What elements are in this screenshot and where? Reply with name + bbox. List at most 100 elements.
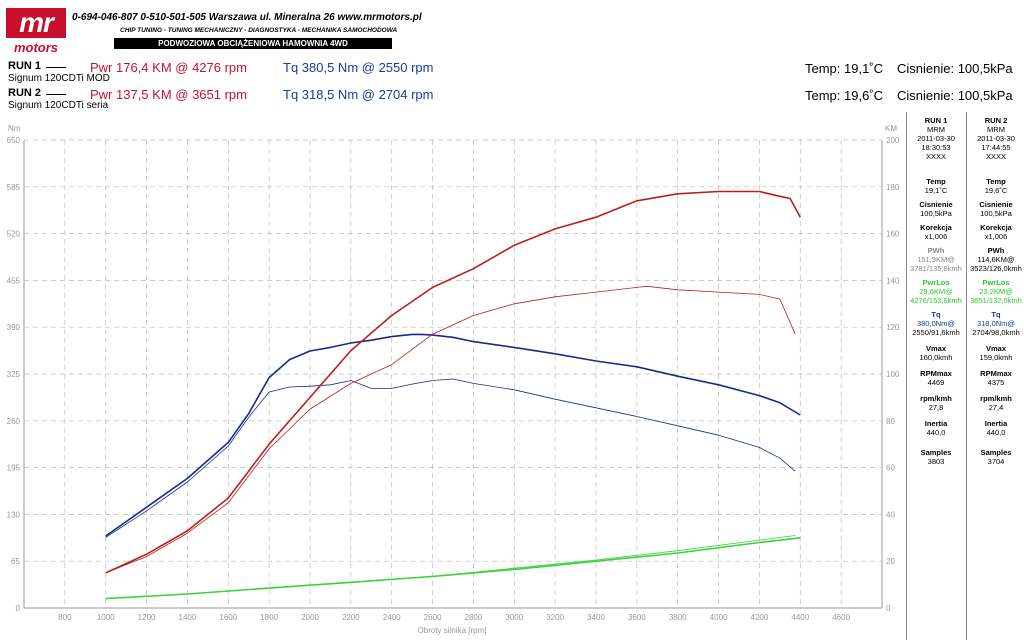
- x-tick-label: 3400: [587, 613, 605, 622]
- run1-torque: Tq 380,5 Nm @ 2550 rpm: [283, 60, 434, 75]
- y-right-tick-label: 40: [886, 510, 895, 519]
- panel-loss-label: PwrLos: [922, 278, 950, 287]
- run2-temp: Temp: 19,6˚C: [805, 88, 884, 103]
- x-tick-label: 2600: [424, 613, 442, 622]
- panel-code: XXXX: [985, 152, 1006, 161]
- panel-corr-label: Korekcja: [980, 223, 1012, 232]
- panel-vmax-label: Vmax: [925, 344, 946, 353]
- x-tick-label: 1200: [138, 613, 156, 622]
- logo-mark: mr: [6, 8, 66, 38]
- x-tick-label: 4400: [791, 613, 809, 622]
- y-left-tick-label: 325: [7, 370, 21, 379]
- x-tick-label: 1400: [179, 613, 197, 622]
- panel-corr: x1,006: [984, 232, 1008, 241]
- panel-run: RUN 1: [924, 116, 948, 125]
- y-left-tick-label: 520: [7, 230, 21, 239]
- x-tick-label: 3600: [628, 613, 646, 622]
- panel-pwh-label: PWh: [987, 246, 1005, 255]
- panel-inertia-label: Inertia: [984, 419, 1008, 428]
- panel-tq-at: 2550/91,6kmh: [912, 328, 960, 337]
- panel-run: RUN 2: [984, 116, 1008, 125]
- x-tick-label: 1600: [219, 613, 237, 622]
- run1-power: Pwr 176,4 KM @ 4276 rpm: [90, 60, 247, 75]
- y-left-tick-label: 390: [7, 323, 21, 332]
- panel-code: XXXX: [925, 152, 946, 161]
- panel-samples-label: Samples: [920, 448, 952, 457]
- series-run1-torque: [105, 333, 801, 537]
- panel-loss: 29,6KM@: [919, 287, 953, 296]
- panel-press-label: Cisnienie: [979, 200, 1013, 209]
- run2-pressure: Cisnienie: 100,5kPa: [897, 88, 1013, 103]
- x-tick-label: 3200: [546, 613, 564, 622]
- panel-rk: 27,8: [928, 403, 944, 412]
- x-tick-label: 3000: [505, 613, 523, 622]
- dyno-banner: PODWOZIOWA OBCIĄŻENIOWA HAMOWNIA 4WD: [114, 38, 392, 49]
- panel-corr-label: Korekcja: [920, 223, 952, 232]
- y-left-tick-label: 585: [7, 183, 21, 192]
- y-right-unit: KM: [885, 124, 897, 133]
- y-right-tick-label: 120: [886, 323, 900, 332]
- run1-temp: Temp: 19,1˚C: [805, 61, 884, 76]
- panel-pwh-at: 3523/126,0kmh: [970, 264, 1022, 273]
- panel-rk: 27,4: [988, 403, 1004, 412]
- series-run2-torque: [105, 378, 796, 538]
- panel-samples-label: Samples: [980, 448, 1012, 457]
- x-tick-label: 1000: [97, 613, 115, 622]
- panel-loss-at: 3651/132,0kmh: [970, 296, 1022, 305]
- panel-temp: 19,6˚C: [984, 186, 1008, 195]
- x-tick-label: 4600: [832, 613, 850, 622]
- panel-inertia: 440,0: [986, 428, 1006, 437]
- x-axis-label: Obroty silnika [rpm]: [418, 626, 487, 635]
- y-left-tick-label: 130: [7, 510, 21, 519]
- panel-inertia: 440,0: [926, 428, 946, 437]
- y-right-tick-label: 200: [886, 136, 900, 145]
- panel-time: 17:44:55: [981, 143, 1011, 152]
- panel-inertia-label: Inertia: [924, 419, 948, 428]
- y-left-tick-label: 195: [7, 464, 21, 473]
- x-tick-label: 2000: [301, 613, 319, 622]
- panel-vmax-label: Vmax: [985, 344, 1006, 353]
- y-left-unit: Nm: [8, 124, 21, 133]
- y-left-tick-label: 260: [7, 417, 21, 426]
- run1-label: RUN 1: [8, 60, 42, 72]
- panel-tq-label: Tq: [931, 310, 941, 319]
- panel-tq-label: Tq: [991, 310, 1001, 319]
- panel-run2: RUN 2 MRM 2011-03-30 17:44:55 XXXX Temp …: [966, 112, 1024, 640]
- y-right-tick-label: 20: [886, 557, 895, 566]
- panel-pwh-label: PWh: [927, 246, 945, 255]
- panel-rk-label: rpm/kmh: [980, 394, 1012, 403]
- panel-loss: 23,2KM@: [979, 287, 1013, 296]
- panel-id: MRM: [987, 125, 1005, 134]
- x-tick-label: 4200: [751, 613, 769, 622]
- run2-line-legend: [46, 94, 66, 95]
- results-panel: RUN 1 MRM 2011-03-30 18:30:53 XXXX Temp …: [906, 112, 1024, 640]
- panel-temp: 19,1˚C: [924, 186, 948, 195]
- run1-line-legend: [46, 67, 66, 68]
- dyno-chart: 0 0 65 20 130 40 195 60 260 80 325 100 390 120 455 140 5…: [7, 124, 900, 635]
- run1-vehicle: Signum 120CDTi MOD: [8, 73, 110, 84]
- run2-torque: Tq 318,5 Nm @ 2704 rpm: [283, 87, 434, 102]
- logo-text: motors: [13, 40, 59, 55]
- panel-temp-label: Temp: [926, 177, 946, 186]
- panel-rpm: 4375: [987, 378, 1005, 387]
- panel-tq: 318,0Nm@: [976, 319, 1016, 328]
- run2-label: RUN 2: [8, 87, 42, 99]
- x-axis-ticks: 800 1000 1200 1400 1600 1800 2000 2200 2400 2600 2…: [58, 613, 850, 622]
- contact-line: 0-694-046-807 0-510-501-505 Warszawa ul.…: [72, 12, 422, 23]
- series-run1-loss: [105, 537, 801, 600]
- series-run2-loss: [105, 535, 796, 599]
- y-right-tick-label: 140: [886, 276, 900, 285]
- run1-pressure: Cisnienie: 100,5kPa: [897, 61, 1013, 76]
- run2-vehicle: Signum 120CDTi seria: [8, 100, 109, 111]
- x-tick-label: 800: [58, 613, 72, 622]
- y-left-tick-label: 0: [16, 604, 21, 613]
- chart-grid: [23, 139, 883, 609]
- x-tick-label: 3800: [669, 613, 687, 622]
- x-tick-label: 2400: [383, 613, 401, 622]
- y-left-tick-label: 65: [11, 557, 20, 566]
- company-logo: mr motors: [6, 8, 66, 56]
- panel-id: MRM: [927, 125, 945, 134]
- y-axis-ticks: 0 0 65 20 130 40 195 60 260 80 325 100 390 120 455 140 5…: [7, 136, 900, 613]
- panel-time: 18:30:53: [921, 143, 951, 152]
- panel-temp-label: Temp: [986, 177, 1006, 186]
